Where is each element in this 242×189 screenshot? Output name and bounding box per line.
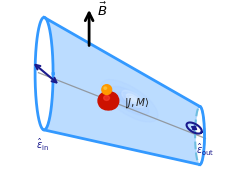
Ellipse shape [101, 80, 158, 122]
Ellipse shape [122, 90, 145, 108]
Ellipse shape [102, 85, 112, 94]
Ellipse shape [123, 96, 136, 106]
Text: $\vec{B}$: $\vec{B}$ [97, 2, 107, 19]
Ellipse shape [110, 86, 149, 115]
Polygon shape [44, 17, 200, 165]
Ellipse shape [104, 87, 107, 89]
Text: $\hat{\epsilon}_{\mathrm{out}}$: $\hat{\epsilon}_{\mathrm{out}}$ [196, 142, 215, 158]
Text: $\hat{\epsilon}_{\mathrm{in}}$: $\hat{\epsilon}_{\mathrm{in}}$ [36, 137, 49, 153]
Polygon shape [44, 17, 200, 165]
Ellipse shape [130, 96, 137, 101]
Ellipse shape [98, 92, 116, 110]
Ellipse shape [104, 95, 110, 100]
Polygon shape [44, 17, 200, 165]
Ellipse shape [118, 92, 141, 109]
Ellipse shape [101, 92, 119, 110]
Ellipse shape [126, 94, 140, 104]
Text: $|J, M\rangle$: $|J, M\rangle$ [124, 96, 150, 110]
